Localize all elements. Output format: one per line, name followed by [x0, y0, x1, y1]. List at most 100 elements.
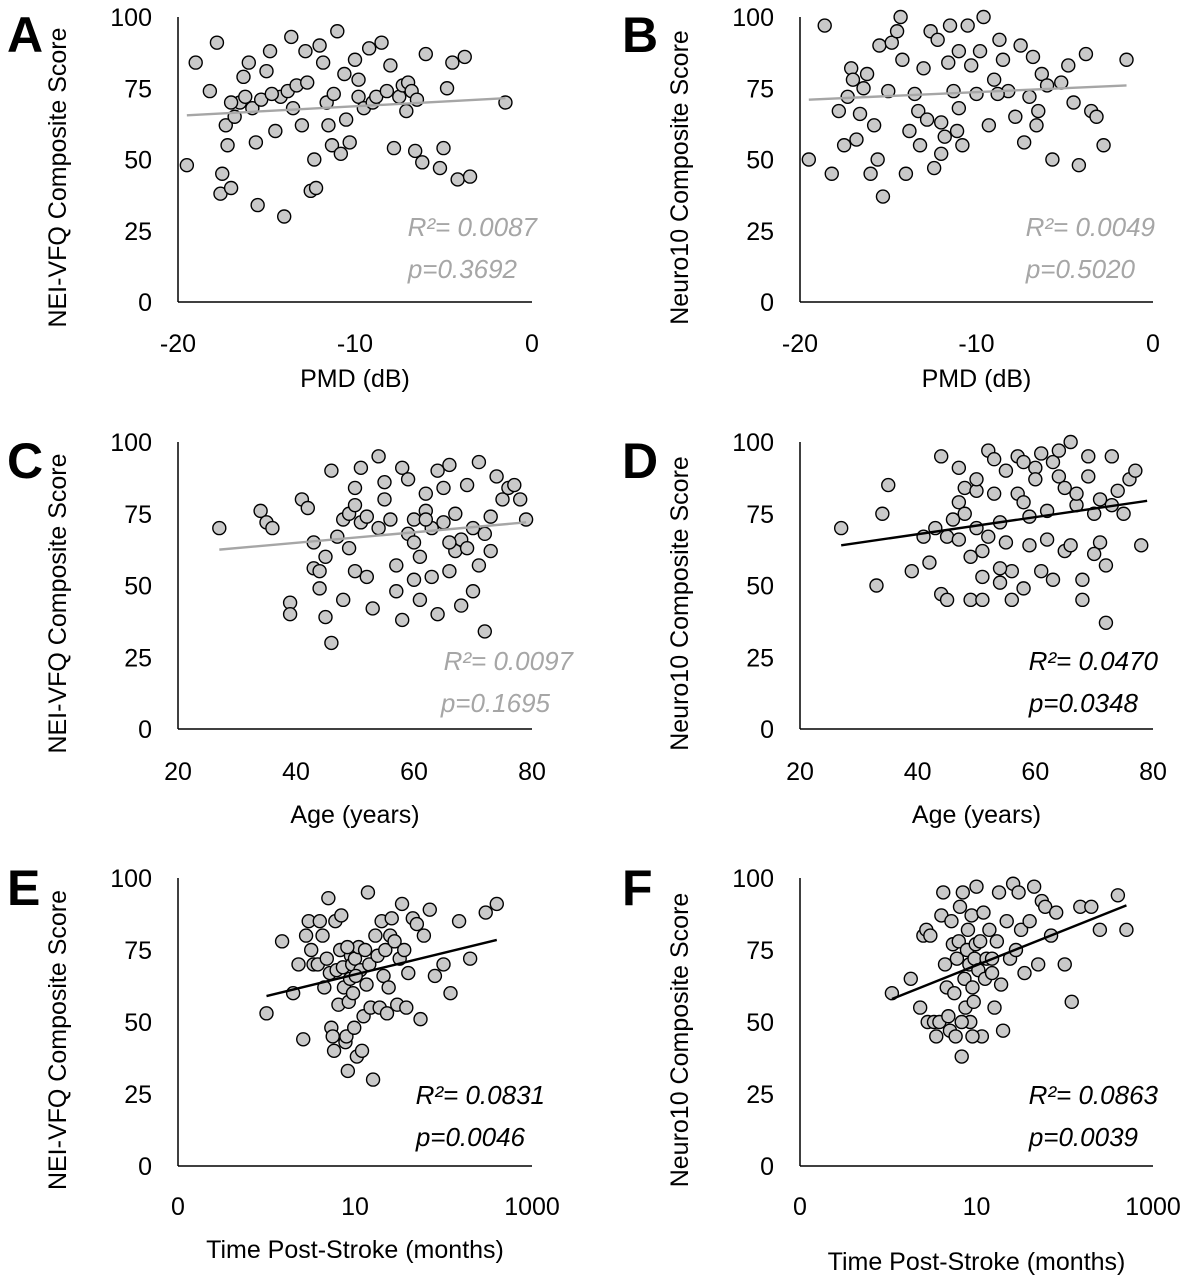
- data-point: [326, 86, 341, 102]
- data-point: [277, 209, 292, 224]
- data-point: [1022, 89, 1037, 105]
- data-point: [976, 905, 991, 920]
- data-point: [949, 951, 965, 966]
- data-point: [336, 592, 351, 608]
- data-point: [951, 532, 967, 547]
- data-point: [202, 83, 218, 99]
- data-point: [1045, 152, 1060, 167]
- data-point: [353, 460, 369, 476]
- y-tick-label: 100: [732, 429, 774, 457]
- trend-line: [186, 97, 506, 117]
- y-tick-label: 0: [138, 289, 152, 317]
- data-point: [377, 474, 392, 490]
- data-point: [324, 635, 339, 651]
- data-point: [969, 86, 984, 102]
- data-point: [300, 75, 315, 90]
- data-point: [359, 569, 374, 585]
- data-point: [1081, 469, 1096, 484]
- data-point: [351, 89, 366, 105]
- data-point: [215, 166, 230, 181]
- data-point: [340, 1063, 356, 1079]
- data-point: [401, 965, 416, 981]
- data-point: [945, 512, 961, 527]
- y-axis-title: NEI-VFQ Composite Score: [44, 27, 72, 327]
- data-point: [937, 129, 952, 144]
- y-tick-label: 75: [124, 937, 152, 965]
- data-point: [371, 449, 386, 464]
- data-point: [982, 922, 997, 938]
- data-point: [941, 55, 956, 70]
- data-point: [341, 540, 357, 556]
- data-point: [471, 558, 487, 573]
- data-point: [1092, 492, 1108, 507]
- r-squared-label: R²= 0.0863: [1029, 1080, 1159, 1110]
- data-point: [916, 61, 931, 76]
- data-point: [1004, 563, 1019, 579]
- p-value-label: p=0.1695: [440, 688, 551, 718]
- data-point: [409, 916, 425, 932]
- data-point: [387, 934, 402, 949]
- y-tick-label: 0: [138, 716, 152, 744]
- x-axis-title: PMD (dB): [300, 365, 410, 393]
- y-tick-label: 75: [746, 937, 774, 965]
- data-point: [1017, 965, 1032, 981]
- data-point: [330, 24, 345, 39]
- p-value-label: p=0.0348: [1028, 688, 1139, 718]
- data-point: [1081, 449, 1096, 464]
- data-point: [1016, 581, 1031, 596]
- data-point: [1039, 532, 1055, 547]
- data-point: [241, 55, 257, 70]
- data-point: [824, 166, 839, 181]
- data-point: [436, 140, 451, 156]
- data-point: [1078, 46, 1094, 62]
- data-point: [477, 526, 492, 542]
- data-point: [881, 83, 896, 99]
- data-point: [972, 934, 988, 949]
- y-tick-label: 25: [746, 1081, 774, 1109]
- y-tick-label: 0: [760, 716, 774, 744]
- data-point: [361, 41, 377, 56]
- data-point: [1030, 957, 1046, 972]
- x-axis-title: PMD (dB): [922, 365, 1032, 393]
- data-point: [347, 497, 363, 513]
- data-point: [969, 472, 984, 487]
- data-point: [326, 1043, 342, 1059]
- data-point: [1110, 888, 1126, 903]
- y-tick-label: 100: [732, 865, 774, 893]
- data-point: [399, 103, 414, 119]
- data-point: [462, 169, 478, 184]
- data-point: [981, 529, 996, 544]
- y-axis-title: Neuro10 Composite Score: [666, 30, 694, 325]
- data-point: [866, 118, 882, 133]
- data-point: [1037, 899, 1053, 914]
- data-point: [951, 934, 966, 949]
- data-point: [849, 132, 864, 147]
- data-point: [904, 563, 919, 579]
- data-point: [969, 520, 984, 536]
- data-point: [926, 160, 942, 176]
- data-point: [268, 123, 283, 139]
- data-point: [321, 118, 336, 133]
- data-point: [863, 166, 878, 181]
- data-point: [418, 486, 433, 501]
- x-tick-label: 0: [171, 1193, 185, 1221]
- data-point: [992, 32, 1007, 47]
- data-point: [1013, 922, 1029, 938]
- data-point: [1045, 454, 1061, 470]
- data-point: [976, 9, 991, 25]
- data-point: [986, 452, 1002, 467]
- data-point: [991, 885, 1007, 900]
- data-point: [922, 555, 937, 570]
- y-tick-label: 25: [746, 644, 774, 672]
- r-squared-label: R²= 0.0831: [416, 1080, 545, 1110]
- data-point: [378, 942, 393, 958]
- data-point: [919, 112, 935, 127]
- data-point: [987, 1000, 1002, 1015]
- data-point: [259, 1006, 274, 1021]
- y-tick-label: 75: [124, 75, 152, 103]
- data-point: [308, 180, 324, 196]
- data-point: [337, 66, 352, 82]
- data-point: [992, 561, 1008, 576]
- data-point: [884, 35, 899, 50]
- data-point: [422, 902, 437, 917]
